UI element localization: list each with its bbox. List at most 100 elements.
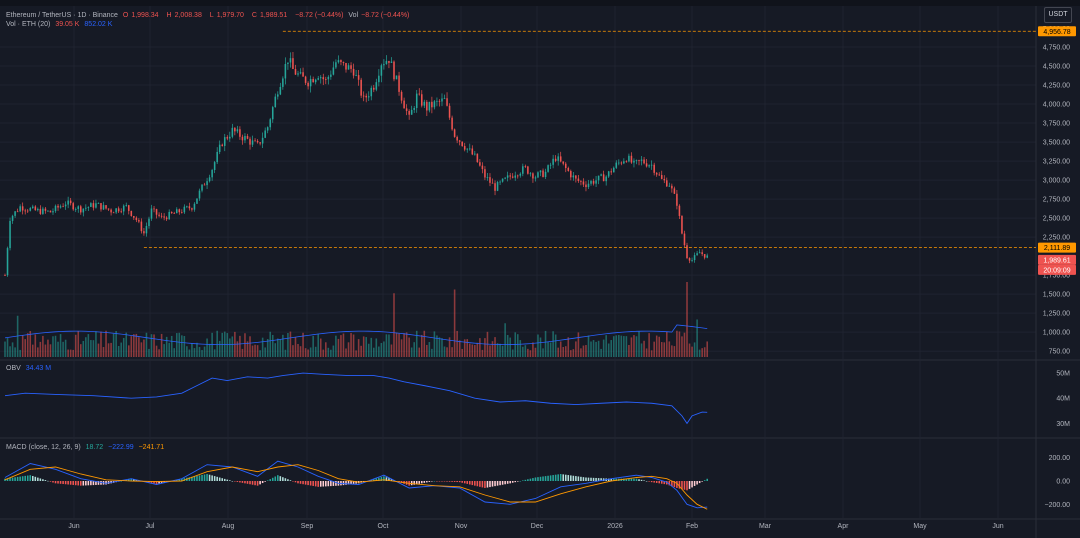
obv-tick-label-1: 40M — [1056, 396, 1070, 403]
candle-body-222 — [564, 163, 567, 169]
candle-body-120 — [307, 82, 309, 87]
volume-bar-112 — [287, 333, 289, 357]
macd-histogram-bar-203 — [516, 481, 519, 482]
candle-body-224 — [570, 170, 572, 178]
volume-bar-216 — [549, 342, 552, 357]
macd-histogram-bar-121 — [309, 481, 312, 486]
candle-body-99 — [254, 140, 256, 142]
candle-body-244 — [620, 162, 623, 164]
volume-bar-40 — [105, 330, 107, 357]
volume-legend[interactable]: Vol · ETH (20) 39.05 K 852.02 K — [6, 20, 115, 29]
macd-histogram-bar-94 — [241, 481, 244, 483]
volume-bar-236 — [600, 348, 602, 357]
volume-bar-120 — [307, 349, 309, 357]
candle-body-50 — [130, 210, 133, 217]
support-price-tag-bg — [1038, 242, 1076, 253]
volume-bar-2 — [9, 346, 11, 357]
candle-body-175 — [446, 98, 448, 106]
volume-bar-54 — [140, 342, 143, 357]
obv-line — [4, 372, 708, 425]
volume-bar-31 — [82, 340, 85, 357]
obv-legend[interactable]: OBV 34.43 M — [6, 364, 54, 373]
macd-histogram-bar-169 — [431, 481, 433, 482]
volume-bar-92 — [236, 341, 239, 357]
macd-histogram-bar-3 — [11, 477, 14, 481]
candle-body-124 — [317, 78, 320, 80]
candle-body-122 — [312, 78, 314, 83]
volume-bar-136 — [347, 342, 350, 357]
macd-histogram-bar-119 — [304, 481, 307, 485]
volume-bar-206 — [524, 345, 527, 357]
candle-body-206 — [524, 166, 527, 168]
candle-body-104 — [266, 127, 269, 131]
volume-bar-242 — [615, 335, 618, 357]
candle-body-273 — [693, 255, 696, 261]
candle-body-91 — [234, 127, 236, 132]
macd-histogram-bar-219 — [557, 474, 559, 481]
candle-body-53 — [138, 220, 140, 222]
macd-histogram-bar-221 — [562, 474, 565, 481]
macd-histogram-bar-24 — [64, 481, 67, 485]
candle-body-274 — [696, 253, 698, 256]
volume-bar-43 — [112, 333, 115, 357]
macd-histogram-bar-267 — [678, 481, 681, 489]
candle-body-140 — [357, 75, 360, 80]
volume-bar-199 — [506, 335, 509, 357]
candle-body-243 — [618, 162, 620, 164]
volume-bar-246 — [625, 336, 628, 357]
volume-bar-183 — [466, 339, 469, 357]
macd-signal-value: −241.71 — [138, 444, 165, 451]
volume-bar-12 — [34, 334, 37, 357]
macd-histogram-bar-103 — [264, 481, 266, 482]
volume-bar-259 — [658, 336, 661, 357]
candle-body-180 — [458, 140, 461, 142]
volume-bar-59 — [153, 334, 155, 357]
candle-body-191 — [486, 177, 489, 178]
volume-bar-97 — [249, 336, 251, 357]
volume-bar-213 — [542, 348, 544, 357]
macd-histogram-bar-26 — [69, 481, 72, 485]
price-tick-label-12: 1,500.00 — [1043, 292, 1070, 299]
candle-body-100 — [256, 140, 259, 143]
macd-histogram-bar-166 — [423, 481, 426, 483]
candle-body-172 — [438, 100, 441, 102]
volume-bar-93 — [239, 335, 241, 357]
macd-histogram-bar-186 — [474, 481, 476, 486]
time-tick-label-5: Nov — [455, 523, 468, 530]
candle-body-97 — [249, 138, 251, 145]
volume-bar-165 — [420, 334, 423, 357]
candle-body-249 — [633, 160, 635, 163]
obv-label: OBV — [6, 365, 21, 372]
candle-body-148 — [378, 75, 380, 83]
candle-body-193 — [491, 182, 494, 184]
macd-histogram-bar-200 — [509, 481, 511, 484]
ath-price-tag: 4,956.78 — [1043, 29, 1070, 36]
volume-bar-247 — [628, 345, 630, 357]
symbol-legend[interactable]: Ethereum / TetherUS · 1D · Binance O 1,99… — [6, 11, 415, 20]
macd-histogram-bar-75 — [193, 476, 196, 481]
macd-histogram-bar-256 — [650, 481, 653, 483]
macd-histogram-bar-32 — [85, 481, 87, 486]
volume-bar-172 — [438, 337, 441, 357]
candle-body-115 — [294, 68, 297, 75]
volume-bar-223 — [567, 337, 570, 357]
volume-bar-176 — [448, 337, 451, 357]
volume-bar-39 — [102, 347, 105, 357]
macd-histogram-bar-224 — [570, 475, 572, 481]
candle-body-48 — [125, 205, 128, 206]
macd-histogram-bar-1 — [6, 478, 9, 481]
currency-button[interactable]: USDT — [1044, 7, 1072, 23]
candle-body-176 — [448, 105, 451, 118]
macd-histogram-bar-163 — [415, 481, 418, 485]
ohlc-close: C 1,989.51 — [251, 12, 288, 19]
macd-histogram-bar-178 — [453, 481, 456, 482]
macd-legend[interactable]: MACD (close, 12, 26, 9) 18.72 −222.99 −2… — [6, 443, 167, 452]
macd-histogram-bar-172 — [438, 481, 441, 482]
volume-bar-277 — [703, 347, 706, 357]
macd-histogram-bar-245 — [623, 478, 625, 481]
candle-body-264 — [671, 185, 673, 189]
candle-body-221 — [562, 161, 565, 164]
volume-bar-8 — [24, 339, 26, 357]
candle-body-269 — [683, 233, 686, 246]
